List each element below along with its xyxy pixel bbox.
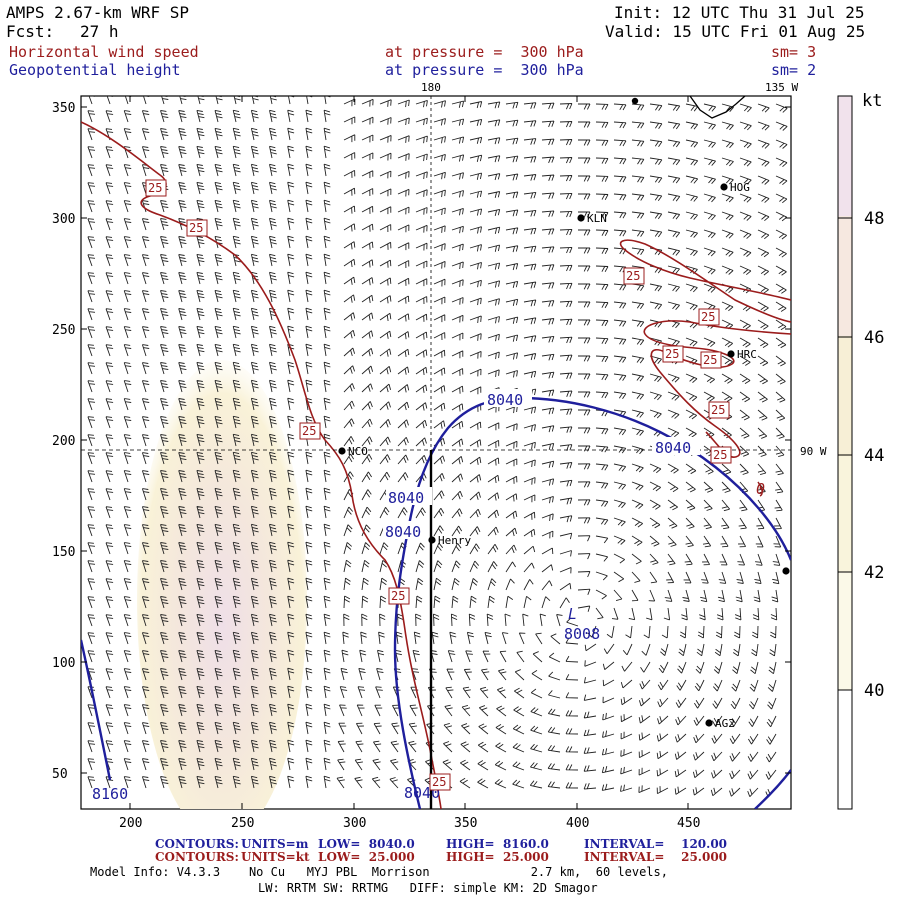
station-henry: Henry <box>428 534 471 547</box>
footer-row1-units: UNITS=m <box>241 837 309 851</box>
height-label-1: 8040 <box>487 391 523 409</box>
contour-zero-label: 0 <box>756 480 765 498</box>
forecast-value: 27 h <box>80 22 119 41</box>
svg-text:25: 25 <box>703 353 717 367</box>
colorbar-segment <box>838 216 852 336</box>
station-kln: KLN <box>577 212 607 225</box>
wind-speed-label: 25 <box>299 422 321 440</box>
footer-row2-units: UNITS=kt <box>241 850 310 864</box>
wind-speed-label: 25 <box>662 345 684 363</box>
svg-text:NCO: NCO <box>348 445 368 458</box>
footer-row1-contours: CONTOURS: <box>155 837 239 851</box>
wind-speed-label: 25 <box>623 267 645 285</box>
height-label-3: 8040 <box>388 489 424 507</box>
x-tick-label: 350 <box>454 816 477 831</box>
y-tick-label: 300 <box>52 212 75 227</box>
station-ag2: AG2 <box>705 717 735 730</box>
y-tick-label: 350 <box>52 101 75 116</box>
colorbar-tick-label: 46 <box>864 328 884 348</box>
footer-row2-contours: CONTOURS: <box>155 850 239 864</box>
svg-text:HOG: HOG <box>730 181 750 194</box>
y-tick-label: 50 <box>52 767 68 782</box>
svg-text:25: 25 <box>713 448 727 462</box>
low-value: 8008 <box>564 625 600 643</box>
station-marker-top <box>631 97 639 105</box>
colorbar-tick-label: 40 <box>864 681 884 701</box>
footer-row1-low: LOW= 8040.0 <box>318 837 415 851</box>
svg-text:HRC: HRC <box>737 348 757 361</box>
init-time: Init: 12 UTC Thu 31 Jul 25 <box>614 3 865 22</box>
colorbar-segment <box>838 96 852 216</box>
wind-speed-label: 25 <box>710 446 732 464</box>
wind-speed-label: 25 <box>708 401 730 419</box>
svg-text:AG2: AG2 <box>715 717 735 730</box>
footer-row1-high: HIGH= 8160.0 <box>446 837 549 851</box>
y-tick-label: 200 <box>52 434 75 449</box>
svg-text:25: 25 <box>432 775 446 789</box>
colorbar-segment <box>838 456 852 572</box>
wind-speed-label: 25 <box>429 773 451 791</box>
colorbar: kt 48 46 44 42 40 <box>837 91 884 810</box>
station-hrc: HRC <box>727 348 757 361</box>
coastline <box>689 96 746 119</box>
y-tick-label: 100 <box>52 656 75 671</box>
footer-row1-interval: INTERVAL= 120.00 <box>584 837 728 851</box>
colorbar-segment <box>838 336 852 456</box>
meridian-label-180: 180 <box>421 81 441 94</box>
svg-text:25: 25 <box>148 181 162 195</box>
wind-speed-label: 25 <box>186 219 208 237</box>
svg-text:25: 25 <box>189 221 203 235</box>
wind-speed-label: 25 <box>145 179 167 197</box>
model-title: AMPS 2.67-km WRF SP <box>6 3 190 22</box>
field1-level: at pressure = 300 hPa <box>385 43 584 61</box>
model-info: Model Info: V4.3.3 No Cu MYJ PBL Morriso… <box>90 865 668 879</box>
station-nco: NCO <box>338 445 368 458</box>
svg-text:25: 25 <box>302 424 316 438</box>
height-label-2: 8040 <box>655 439 691 457</box>
station-hog: HOG <box>720 181 750 194</box>
field2-name: Geopotential height <box>9 61 181 79</box>
height-label-4: 8040 <box>385 523 421 541</box>
y-tick-label: 150 <box>52 545 75 560</box>
footer-row2-interval: INTERVAL= 25.000 <box>584 850 728 864</box>
valid-time: Valid: 15 UTC Fri 01 Aug 25 <box>605 22 866 41</box>
height-label-6: 8160 <box>92 785 128 803</box>
x-tick-label: 450 <box>677 816 700 831</box>
y-tick-label: 250 <box>52 323 75 338</box>
field1-smoothing: sm= 3 <box>771 43 817 61</box>
svg-text:25: 25 <box>711 403 725 417</box>
wind-speed-label: 25 <box>698 308 720 326</box>
low-symbol: L <box>568 605 577 623</box>
svg-text:25: 25 <box>701 310 715 324</box>
meridian-label-90w: 90 W <box>800 445 827 458</box>
x-tick-label: 200 <box>119 816 142 831</box>
meridian-label-135w: 135 W <box>765 81 798 94</box>
field2-smoothing: sm= 2 <box>771 61 817 79</box>
colorbar-unit: kt <box>862 91 882 111</box>
x-tick-label: 400 <box>566 816 589 831</box>
svg-text:25: 25 <box>665 347 679 361</box>
station-marker-edge <box>782 567 790 575</box>
footer-row2-low: LOW= 25.000 <box>318 850 415 864</box>
svg-text:25: 25 <box>626 269 640 283</box>
x-tick-label: 250 <box>231 816 254 831</box>
field2-level: at pressure = 300 hPa <box>385 61 584 79</box>
svg-text:25: 25 <box>391 589 405 603</box>
colorbar-tick-label: 48 <box>864 209 884 229</box>
colorbar-tick-label: 44 <box>864 446 884 466</box>
svg-text:Henry: Henry <box>438 534 471 547</box>
svg-text:KLN: KLN <box>587 212 607 225</box>
model-physics: LW: RRTM SW: RRTMG DIFF: simple KM: 2D S… <box>258 881 598 895</box>
x-tick-label: 300 <box>343 816 366 831</box>
field1-name: Horizontal wind speed <box>9 43 199 61</box>
wind-speed-labels: 25 25 25 25 25 25 25 25 25 25 25 <box>145 179 732 791</box>
wind-speed-label: 25 <box>700 351 722 369</box>
footer-row2-high: HIGH= 25.000 <box>446 850 549 864</box>
colorbar-tick-label: 42 <box>864 563 884 583</box>
wind-speed-label: 25 <box>388 587 410 605</box>
colorbar-segment <box>838 572 852 690</box>
forecast-label: Fcst: <box>6 22 55 41</box>
